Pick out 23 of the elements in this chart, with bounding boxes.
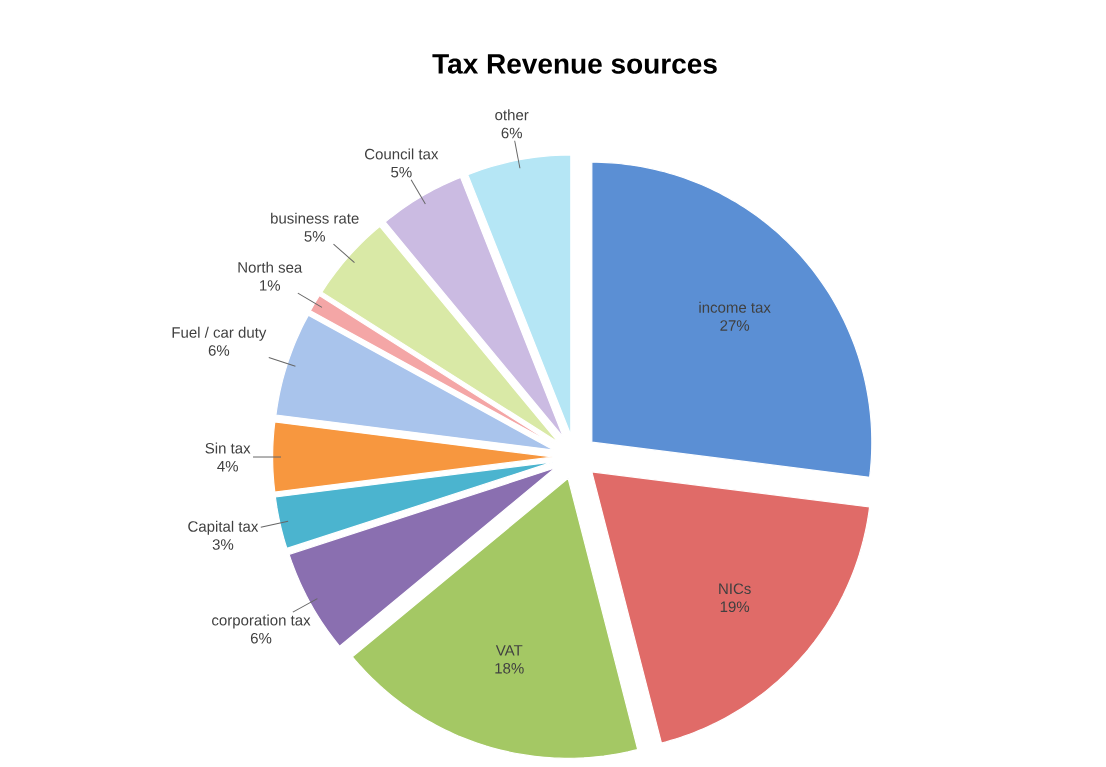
slice-label: North sea [238, 261, 303, 273]
data-label: 6% [501, 127, 522, 139]
data-label: 4% [217, 460, 238, 472]
data-label: 5% [391, 166, 412, 178]
data-label: 6% [208, 345, 230, 356]
slice-label: corporation tax [212, 614, 311, 629]
chart-title: Tax Revenue sources [432, 54, 717, 74]
slice-label: Sin tax [205, 442, 251, 454]
slice-label: NICs [719, 583, 751, 595]
data-label: 1% [260, 280, 281, 291]
data-label: 27% [720, 320, 750, 331]
data-label: 6% [250, 632, 272, 644]
slice-label: Capital tax [188, 520, 259, 535]
data-label: 3% [212, 539, 234, 550]
slice-label: other [495, 109, 529, 121]
data-label: 5% [304, 231, 326, 242]
slice-label: Council tax [365, 148, 439, 160]
slice-label: Fuel / car duty [172, 326, 267, 341]
slice-label: business rate [271, 212, 359, 224]
slice-label: income tax [699, 301, 771, 313]
data-label: 19% [720, 601, 750, 613]
data-label: 18% [495, 663, 524, 674]
slice-label: VAT [495, 645, 523, 656]
